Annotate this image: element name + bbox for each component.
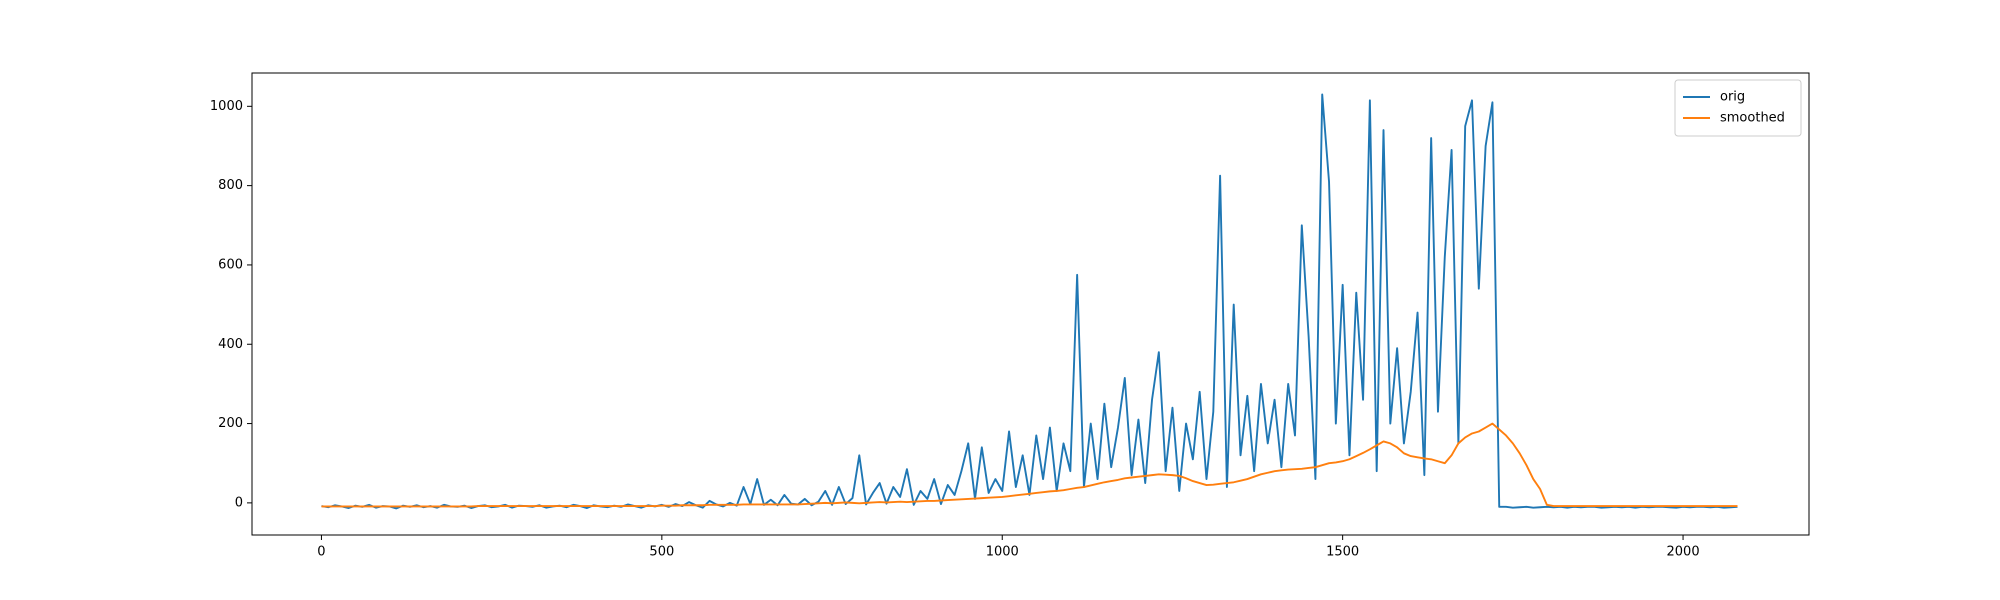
y-tick-label: 1000 (210, 99, 243, 114)
line-series (321, 93, 1738, 510)
x-tick-label: 2000 (1667, 545, 1700, 560)
legend-label: orig (1720, 90, 1745, 105)
y-tick-label: 800 (218, 178, 243, 193)
x-tick-label: 1000 (986, 545, 1019, 560)
y-tick-label: 600 (218, 257, 243, 272)
x-tick-label: 500 (649, 545, 674, 560)
legend-box (1674, 79, 1802, 137)
plot-frame (251, 72, 1810, 536)
y-tick-label: 400 (218, 337, 243, 352)
y-tick-label: 0 (235, 495, 243, 510)
x-tick-label: 0 (317, 545, 325, 560)
line-series (321, 422, 1738, 508)
x-tick-label: 1500 (1326, 545, 1359, 560)
y-tick-label: 200 (218, 416, 243, 431)
legend-label: smoothed (1720, 111, 1785, 126)
